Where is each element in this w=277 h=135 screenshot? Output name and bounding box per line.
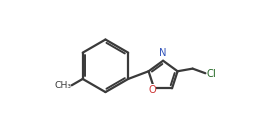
Text: O: O: [148, 85, 156, 95]
Text: CH₃: CH₃: [54, 81, 71, 90]
Text: N: N: [159, 48, 167, 58]
Text: Cl: Cl: [206, 69, 216, 79]
